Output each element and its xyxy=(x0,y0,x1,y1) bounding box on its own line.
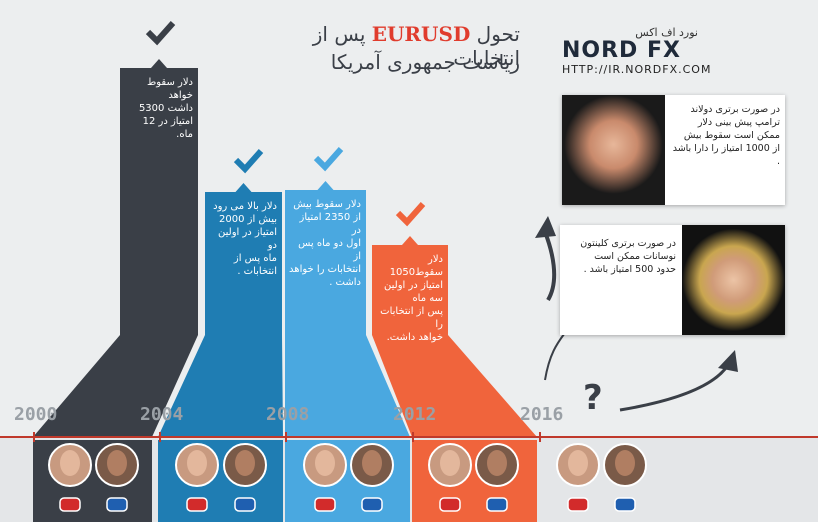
face xyxy=(568,450,588,476)
scenario-card: در صورت برتری کلینتون نوسانات ممکن است حدو… xyxy=(560,225,785,335)
portrait xyxy=(682,225,785,335)
scenario-line: در صورت برتری دولاند xyxy=(690,104,780,115)
year-label: 2000 xyxy=(14,404,58,425)
period-line: امتیاز در اولین دو xyxy=(218,227,277,251)
checkmark xyxy=(233,149,264,174)
checkmark xyxy=(313,147,344,172)
question-mark: ? xyxy=(583,378,603,418)
pointer xyxy=(402,236,418,245)
period-line: داشت . xyxy=(329,277,361,288)
face xyxy=(440,450,460,476)
period-line: اول دو ماه پس از xyxy=(298,238,361,262)
footer-panel xyxy=(158,440,283,522)
face xyxy=(487,450,507,476)
party-icon xyxy=(567,497,589,512)
pointer xyxy=(151,59,167,68)
scenario-line: در صورت برتری کلینتون xyxy=(580,238,676,249)
scenario-line: حدود 500 امتیاز باشد . xyxy=(583,264,676,275)
face xyxy=(187,450,207,476)
period-text: دلار سقوط خواهد داشت 5300 امتیاز در 12 ماه… xyxy=(123,76,193,141)
period-line: از 2350 امتیاز در xyxy=(299,212,361,236)
checkmark xyxy=(395,202,426,227)
beam xyxy=(285,190,410,437)
brand-persian: نورد اف اکس xyxy=(635,26,698,39)
pointer xyxy=(235,183,252,192)
party-icon xyxy=(234,497,256,512)
title-highlight: EURUSD xyxy=(371,22,471,46)
arrow-head xyxy=(535,216,556,238)
scenario-card: در صورت برتری دولاند ترامپ پیش بینی دلار م… xyxy=(562,95,785,205)
period-line: بیش از 2000 xyxy=(219,214,277,225)
beam xyxy=(158,192,283,437)
face xyxy=(107,450,127,476)
scenario-line: ترامپ پیش بینی دلار xyxy=(697,117,780,128)
period-text: دلار سقوط بیش از 2350 امتیاز در اول دو ماه… xyxy=(288,198,361,289)
arrow xyxy=(544,329,568,381)
title-suffix: پس از انتخابات xyxy=(312,22,520,70)
face xyxy=(60,450,80,476)
scenario-text: در صورت برتری کلینتون نوسانات ممکن است حدو… xyxy=(566,237,676,276)
scenario-line: نوسانات ممکن است xyxy=(594,251,676,262)
period-line: انتخابات را خواهد xyxy=(289,264,361,275)
period-text: دلار بالا می رود بیش از 2000 امتیاز در اول… xyxy=(208,200,277,278)
arrow xyxy=(619,364,730,412)
period-line: دلار سقوط خواهد xyxy=(146,77,193,101)
year-label: 2016 xyxy=(520,404,564,425)
title-line2: ریاست جمهوری آمریکا xyxy=(330,50,520,74)
period-line: خواهد داشت. xyxy=(386,332,443,343)
period-line: دلار بالا می رود xyxy=(213,201,277,212)
beam xyxy=(372,245,537,437)
beam xyxy=(33,68,198,437)
scenario-line: از 1000 امتیاز را دارا باشد xyxy=(672,143,780,154)
brand-url: HTTP://IR.NORDFX.COM xyxy=(562,63,712,76)
party-icon xyxy=(186,497,208,512)
party-icon xyxy=(59,497,81,512)
scenario-line: ممکن است سقوط بیش xyxy=(683,130,780,141)
arrow-head xyxy=(718,350,738,372)
party-icon xyxy=(314,497,336,512)
title-prefix: تحول xyxy=(476,22,520,46)
period-line: انتخابات . xyxy=(237,266,277,277)
footer-panel xyxy=(412,440,537,522)
party-icon xyxy=(106,497,128,512)
year-label: 2004 xyxy=(140,404,184,425)
year-label: 2012 xyxy=(393,404,437,425)
checkmark xyxy=(145,21,176,46)
footer-panel xyxy=(285,440,410,522)
party-icon xyxy=(486,497,508,512)
period-line: ماه پس از xyxy=(233,253,277,264)
period-line: دلار سقوط بیش xyxy=(293,199,361,210)
period-line: امتیاز در 12 ماه. xyxy=(142,116,193,140)
face xyxy=(235,450,255,476)
face xyxy=(615,450,635,476)
face xyxy=(315,450,335,476)
party-icon xyxy=(614,497,636,512)
period-line: داشت 5300 xyxy=(138,103,193,114)
portrait xyxy=(562,95,665,205)
arrow xyxy=(543,231,557,302)
period-line: پس از انتخابات را xyxy=(380,306,443,330)
scenario-text: در صورت برتری دولاند ترامپ پیش بینی دلار م… xyxy=(670,103,780,168)
face xyxy=(362,450,382,476)
party-icon xyxy=(361,497,383,512)
brand-logo: NORD FX xyxy=(562,38,681,63)
period-text: دلار سقوط1050 امتیاز در اولین سه ماه پس از… xyxy=(375,253,443,344)
title-line1: تحول EURUSD پس از انتخابات xyxy=(250,22,520,70)
scenario-line: . xyxy=(776,156,780,167)
year-label: 2008 xyxy=(266,404,310,425)
period-line: امتیاز در اولین سه ماه xyxy=(384,280,443,304)
pointer xyxy=(317,181,334,190)
period-line: دلار سقوط1050 xyxy=(389,254,443,278)
party-icon xyxy=(439,497,461,512)
